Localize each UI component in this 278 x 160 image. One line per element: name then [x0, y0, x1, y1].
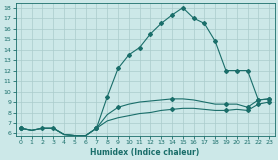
- X-axis label: Humidex (Indice chaleur): Humidex (Indice chaleur): [90, 148, 200, 156]
